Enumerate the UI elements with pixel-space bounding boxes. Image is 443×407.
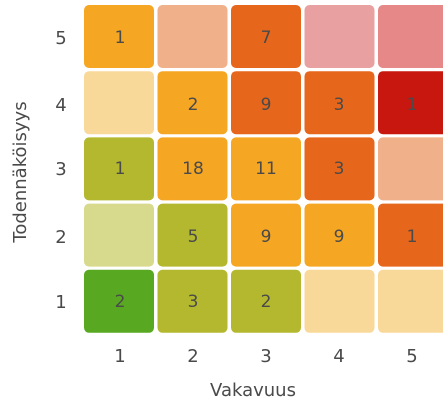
y-tick-label: 5 [55, 28, 66, 49]
x-tick-label: 5 [406, 346, 417, 367]
y-tick-label: 4 [55, 95, 66, 116]
cell-value-label: 5 [188, 227, 199, 247]
cell-value-label: 9 [261, 227, 272, 247]
x-tick-label: 1 [114, 346, 125, 367]
matrix-cell-r1-c4 [305, 270, 375, 333]
cell-value-label: 2 [188, 95, 199, 115]
y-tick-label: 1 [55, 292, 66, 313]
cell-value-label: 11 [255, 159, 277, 179]
cell-value-label: 3 [334, 159, 345, 179]
matrix-cell-r4-c1 [84, 71, 154, 134]
cell-value-label: 18 [182, 159, 204, 179]
x-tick-label: 2 [187, 346, 198, 367]
y-tick-label: 3 [55, 159, 66, 180]
matrix-cell-r3-c5 [378, 137, 443, 200]
matrix-cell-r1-c5 [378, 270, 443, 333]
matrix-cells: 1 72 9 3 11 18 11 35 9 9 12 3 2 [84, 5, 443, 333]
x-axis-ticks: 1 2 3 4 5 [114, 346, 417, 367]
y-axis-ticks: 5 4 3 2 1 [55, 28, 66, 313]
cell-value-label: 2 [115, 292, 126, 312]
x-axis-label: Vakavuus [210, 380, 296, 401]
matrix-cell-r5-c4 [305, 5, 375, 68]
y-tick-label: 2 [55, 227, 66, 248]
matrix-cell-r5-c2 [158, 5, 228, 68]
cell-value-label: 9 [334, 227, 345, 247]
cell-value-label: 1 [407, 227, 418, 247]
y-axis-label: Todennäköisyys [10, 101, 31, 243]
cell-value-label: 3 [334, 95, 345, 115]
cell-value-label: 1 [407, 95, 418, 115]
cell-value-label: 2 [261, 292, 272, 312]
cell-value-label: 1 [115, 28, 126, 48]
cell-value-label: 7 [261, 28, 272, 48]
x-tick-label: 4 [333, 346, 344, 367]
matrix-cell-r5-c5 [378, 5, 443, 68]
cell-value-label: 3 [188, 292, 199, 312]
matrix-cell-r2-c1 [84, 204, 154, 267]
x-tick-label: 3 [260, 346, 271, 367]
cell-value-label: 9 [261, 95, 272, 115]
cell-value-label: 1 [115, 159, 126, 179]
